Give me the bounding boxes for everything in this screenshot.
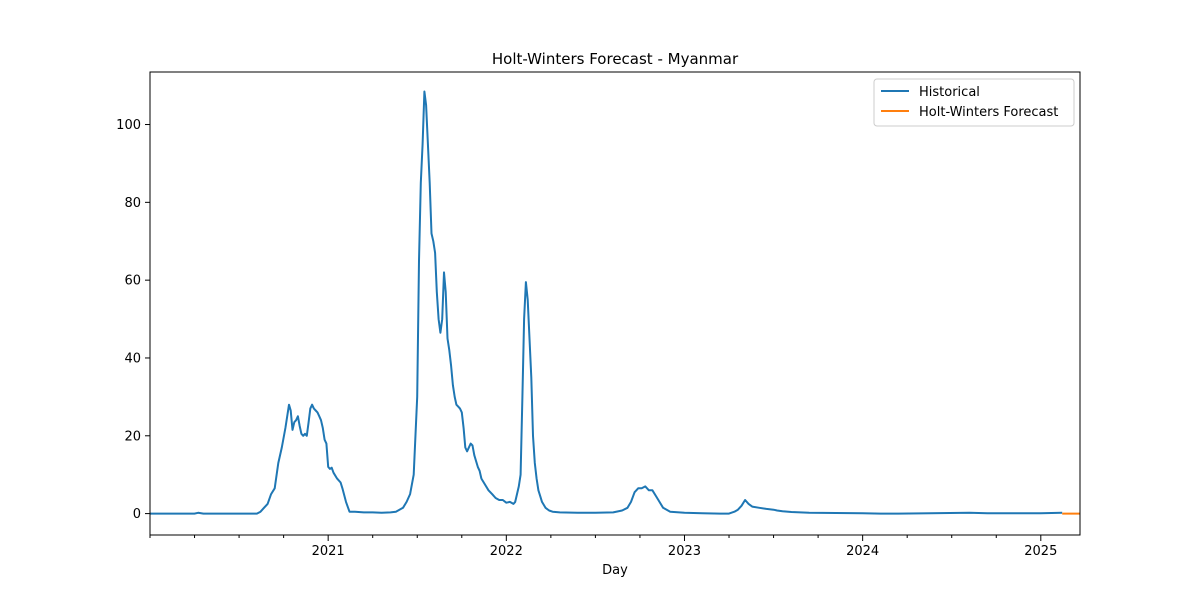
legend-label-historical: Historical — [919, 85, 980, 100]
x-tick-label: 2023 — [668, 544, 701, 559]
x-tick-label: 2024 — [846, 544, 879, 559]
series-line-historical — [150, 90, 1063, 515]
legend-label-forecast: Holt-Winters Forecast — [919, 105, 1058, 120]
y-tick-label: 80 — [124, 196, 141, 211]
chart-title: Holt-Winters Forecast - Myanmar — [492, 50, 739, 68]
y-tick-label: 60 — [124, 274, 141, 289]
legend-box — [873, 78, 1075, 127]
plot-area: 0 20 40 60 80 100 2021 2022 2023 2024 2025 — [116, 71, 1081, 559]
x-tick-label: 2021 — [312, 544, 345, 559]
y-tick-label: 20 — [124, 429, 141, 444]
x-axis-label: Day — [602, 563, 628, 578]
plot-frame — [149, 71, 1081, 536]
legend: Historical Holt-Winters Forecast — [873, 78, 1075, 127]
x-tick-label: 2025 — [1024, 544, 1057, 559]
y-tick-label: 100 — [116, 118, 141, 133]
x-tick-label: 2022 — [490, 544, 523, 559]
y-tick-label: 0 — [133, 507, 141, 522]
y-tick-label: 40 — [124, 351, 141, 366]
